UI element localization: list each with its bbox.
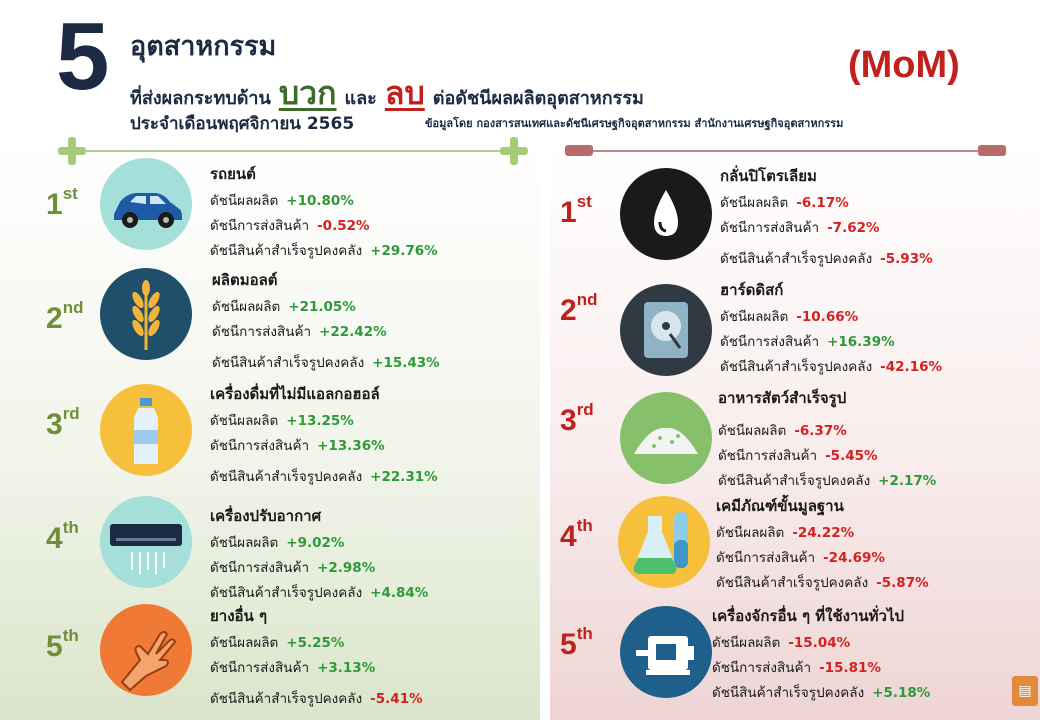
rank-label: 4th [560,516,593,553]
industry-name: เครื่องจักรอื่น ๆ ที่ใช้งานทั่วไป [712,607,905,625]
shipment-index-row: ดัชนีการส่งสินค้า -0.52% [210,218,370,234]
production-index-row: ดัชนีผลผลิต -15.04% [712,635,851,651]
industry-entry: ฮาร์ดดิสก์ ดัชนีผลผลิต -10.66% ดัชนีการส่… [720,278,942,377]
production-index-row: ดัชนีผลผลิต +9.02% [210,535,345,551]
industry-entry: ผลิตมอลต์ ดัชนีผลผลิต +21.05% ดัชนีการส่ง… [212,268,440,373]
negative-word: ลบ [384,74,425,112]
industry-name: เครื่องปรับอากาศ [210,507,322,525]
shipment-index-row: ดัชนีการส่งสินค้า +16.39% [720,334,895,350]
left-panel-background [0,140,540,720]
rank-label: 3rd [46,404,80,441]
shipment-index-row: ดัชนีการส่งสินค้า -15.81% [712,660,881,676]
mom-label: (MoM) [848,44,960,86]
inventory-index-row: ดัชนีสินค้าสำเร็จรูปคงคลัง -42.16% [720,359,943,375]
animal-feed-icon [620,392,712,484]
inventory-index-row: ดัชนีสินค้าสำเร็จรูปคงคลัง -5.41% [210,691,423,707]
industry-entry: กลั่นปิโตรเลียม ดัชนีผลผลิต -6.17% ดัชนีก… [720,164,933,269]
production-index-row: ดัชนีผลผลิต -10.66% [720,309,859,325]
positive-word: บวก [278,74,337,112]
industry-name: ยางอื่น ๆ [210,607,268,625]
industry-entry: ยางอื่น ๆ ดัชนีผลผลิต +5.25% ดัชนีการส่งส… [210,604,423,709]
industry-name: อาหารสัตว์สำเร็จรูป [718,389,847,407]
production-index-row: ดัชนีผลผลิต -6.17% [720,195,849,211]
oil-drop-icon [620,168,712,260]
rank-label: 2nd [560,290,598,327]
rank-label: 1st [46,184,78,221]
bottle-icon [100,384,192,476]
left-divider [70,150,515,152]
inventory-index-row: ดัชนีสินค้าสำเร็จรูปคงคลัง +5.18% [712,685,931,701]
and-word: และ [344,88,377,109]
title-prefix: ที่ส่งผลกระทบด้าน [130,88,271,109]
shipment-index-row: ดัชนีการส่งสินค้า -7.62% [720,220,880,236]
inventory-index-row: ดัชนีสินค้าสำเร็จรูปคงคลัง +22.31% [210,469,438,485]
rubber-glove-icon [100,604,192,696]
rank-label: 5th [560,624,593,661]
motor-icon [620,606,712,698]
shipment-index-row: ดัชนีการส่งสินค้า -24.69% [716,550,885,566]
source-note: ข้อมูลโดย กองสารสนเทศและดัชนีเศรษฐกิจอุต… [425,117,844,130]
shipment-index-row: ดัชนีการส่งสินค้า +13.36% [210,438,385,454]
industry-entry: เครื่องจักรอื่น ๆ ที่ใช้งานทั่วไป ดัชนีผ… [712,604,930,703]
industry-entry: เครื่องปรับอากาศ ดัชนีผลผลิต +9.02% ดัชนี… [210,504,428,603]
title-line-1: อุตสาหกรรม [130,31,277,62]
shipment-index-row: ดัชนีการส่งสินค้า -5.45% [718,448,878,464]
title-line-2: ที่ส่งผลกระทบด้าน บวก และ ลบ ต่อดัชนีผลผ… [130,68,644,119]
production-index-row: ดัชนีผลผลิต -24.22% [716,525,855,541]
inventory-index-row: ดัชนีสินค้าสำเร็จรูปคงคลัง -5.93% [720,251,933,267]
production-index-row: ดัชนีผลผลิต -6.37% [718,423,847,439]
rank-label: 5th [46,626,79,663]
big-number: 5 [56,3,110,110]
car-icon [100,158,192,250]
title-suffix: ต่อดัชนีผลผลิตอุตสาหกรรม [432,88,644,109]
production-index-row: ดัชนีผลผลิต +10.80% [210,193,354,209]
shipment-index-row: ดัชนีการส่งสินค้า +22.42% [212,324,387,340]
industry-entry: เคมีภัณฑ์ขั้นมูลฐาน ดัชนีผลผลิต -24.22% ด… [716,494,929,593]
inventory-index-row: ดัชนีสินค้าสำเร็จรูปคงคลัง +15.43% [212,355,440,371]
industry-entry: อาหารสัตว์สำเร็จรูป ดัชนีผลผลิต -6.37% ดั… [718,386,936,491]
shipment-index-row: ดัชนีการส่งสินค้า +3.13% [210,660,376,676]
right-divider [570,150,1000,152]
chemical-flask-icon [618,496,710,588]
production-index-row: ดัชนีผลผลิต +5.25% [210,635,345,651]
industry-name: กลั่นปิโตรเลียม [720,167,817,185]
industry-name: ฮาร์ดดิสก์ [720,281,784,299]
rank-label: 4th [46,518,79,555]
industry-entry: รถยนต์ ดัชนีผลผลิต +10.80% ดัชนีการส่งสิน… [210,162,438,261]
industry-name: เครื่องดื่มที่ไม่มีแอลกอฮอล์ [210,385,380,403]
industry-name: ผลิตมอลต์ [212,271,278,289]
plus-icon [500,137,528,165]
industry-entry: เครื่องดื่มที่ไม่มีแอลกอฮอล์ ดัชนีผลผลิต… [210,382,438,487]
rank-label: 1st [560,192,592,229]
industry-name: เคมีภัณฑ์ขั้นมูลฐาน [716,497,844,515]
month-line: ประจำเดือนพฤศจิกายน 2565 [130,114,355,134]
shipment-index-row: ดัชนีการส่งสินค้า +2.98% [210,560,376,576]
rank-label: 3rd [560,400,594,437]
inventory-index-row: ดัชนีสินค้าสำเร็จรูปคงคลัง +2.17% [718,473,937,489]
air-conditioner-icon [100,496,192,588]
rank-label: 2nd [46,298,84,335]
production-index-row: ดัชนีผลผลิต +21.05% [212,299,356,315]
agency-logo: ▤ [1012,676,1038,706]
hard-disk-icon [620,284,712,376]
minus-icon [565,145,593,156]
plus-icon [58,137,86,165]
wheat-icon [100,268,192,360]
production-index-row: ดัชนีผลผลิต +13.25% [210,413,354,429]
inventory-index-row: ดัชนีสินค้าสำเร็จรูปคงคลัง -5.87% [716,575,929,591]
inventory-index-row: ดัชนีสินค้าสำเร็จรูปคงคลัง +4.84% [210,585,429,601]
minus-icon [978,145,1006,156]
industry-name: รถยนต์ [210,165,256,183]
inventory-index-row: ดัชนีสินค้าสำเร็จรูปคงคลัง +29.76% [210,243,438,259]
